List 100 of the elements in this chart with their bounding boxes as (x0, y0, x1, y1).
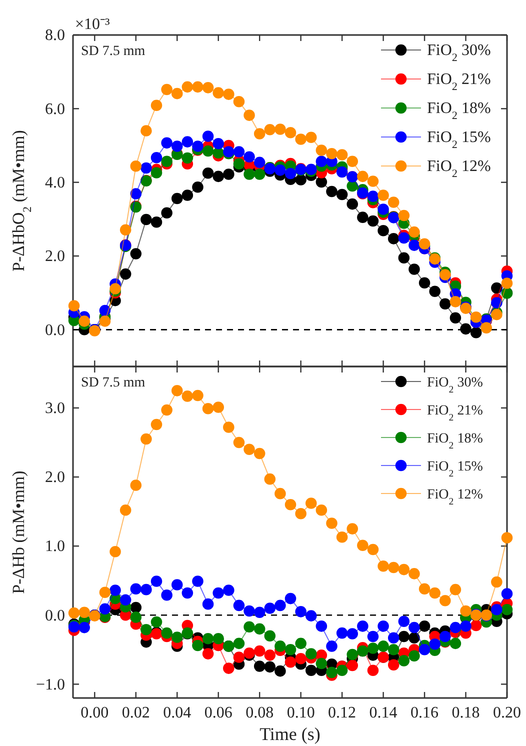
point (264, 661, 276, 673)
point (450, 584, 462, 596)
point (202, 402, 214, 414)
point (357, 620, 368, 632)
point (202, 648, 214, 660)
point (182, 81, 194, 93)
y-tick-label: 4.0 (45, 174, 65, 192)
point (264, 473, 276, 485)
point (398, 564, 410, 576)
point (429, 587, 440, 599)
point (284, 168, 296, 180)
point (99, 316, 111, 327)
point (233, 158, 245, 170)
point (284, 592, 296, 604)
point (161, 627, 172, 639)
point (408, 632, 420, 644)
point (295, 508, 306, 520)
point (367, 215, 379, 227)
y-tick-label: 0.0 (45, 322, 65, 339)
point (78, 622, 90, 634)
point (274, 488, 286, 500)
point (398, 630, 410, 642)
point (398, 252, 410, 264)
point (440, 630, 451, 642)
point (264, 630, 276, 642)
x-axis-title: Time (s) (260, 724, 320, 744)
point (357, 170, 368, 182)
point (326, 640, 338, 652)
point (295, 174, 306, 186)
point (316, 176, 328, 188)
point (388, 659, 400, 670)
point (150, 216, 162, 228)
point (182, 152, 194, 164)
point (233, 96, 245, 108)
point (316, 144, 328, 156)
y-tick-label: 6.0 (45, 100, 65, 118)
legend-label: FiO$_{2}$ 21% (427, 71, 491, 93)
point (378, 190, 389, 201)
point (99, 586, 111, 598)
point (140, 162, 152, 174)
point (346, 156, 358, 167)
x-tick-label: 0.04 (163, 704, 192, 722)
x-tick-label: 0.00 (80, 704, 109, 722)
point (110, 283, 121, 294)
point (212, 87, 224, 98)
point (161, 207, 172, 219)
point (171, 88, 183, 100)
point (440, 594, 451, 606)
point (150, 152, 162, 164)
point (130, 248, 142, 260)
point (192, 576, 204, 587)
point (140, 214, 152, 226)
point (212, 170, 224, 182)
point (212, 402, 224, 413)
point (460, 620, 472, 632)
point (120, 268, 132, 280)
point (470, 620, 482, 632)
point (284, 656, 296, 668)
point (295, 606, 306, 618)
point (501, 532, 513, 544)
point (336, 149, 348, 160)
point (244, 151, 255, 163)
point (336, 531, 348, 543)
point (346, 198, 358, 210)
point (491, 308, 502, 320)
point (326, 666, 338, 678)
point (233, 652, 245, 663)
point (274, 640, 286, 652)
point (120, 594, 132, 606)
point (418, 583, 430, 595)
point (284, 644, 296, 656)
point (244, 168, 255, 180)
point (295, 638, 306, 650)
point (140, 624, 152, 636)
point (68, 300, 80, 312)
point (192, 81, 204, 93)
point (182, 136, 194, 148)
point (140, 125, 152, 136)
point (150, 167, 162, 178)
x-tick-label: 0.02 (122, 704, 150, 722)
point (388, 562, 400, 574)
point (182, 390, 194, 402)
x-tick-label: 0.08 (246, 704, 274, 722)
point (202, 82, 214, 94)
point (367, 544, 379, 556)
point (150, 576, 162, 587)
point (336, 166, 348, 178)
point (254, 168, 266, 180)
point (398, 616, 410, 627)
point (254, 156, 266, 168)
point (316, 620, 328, 632)
point (346, 660, 358, 672)
point (378, 620, 389, 632)
point (244, 621, 255, 632)
point (408, 650, 420, 662)
x-tick-label: 0.16 (410, 704, 439, 722)
point (450, 622, 462, 634)
x-tick-label: 0.12 (328, 704, 356, 722)
legend-label: FiO$_{2}$ 15% (427, 129, 491, 151)
point (388, 644, 400, 656)
